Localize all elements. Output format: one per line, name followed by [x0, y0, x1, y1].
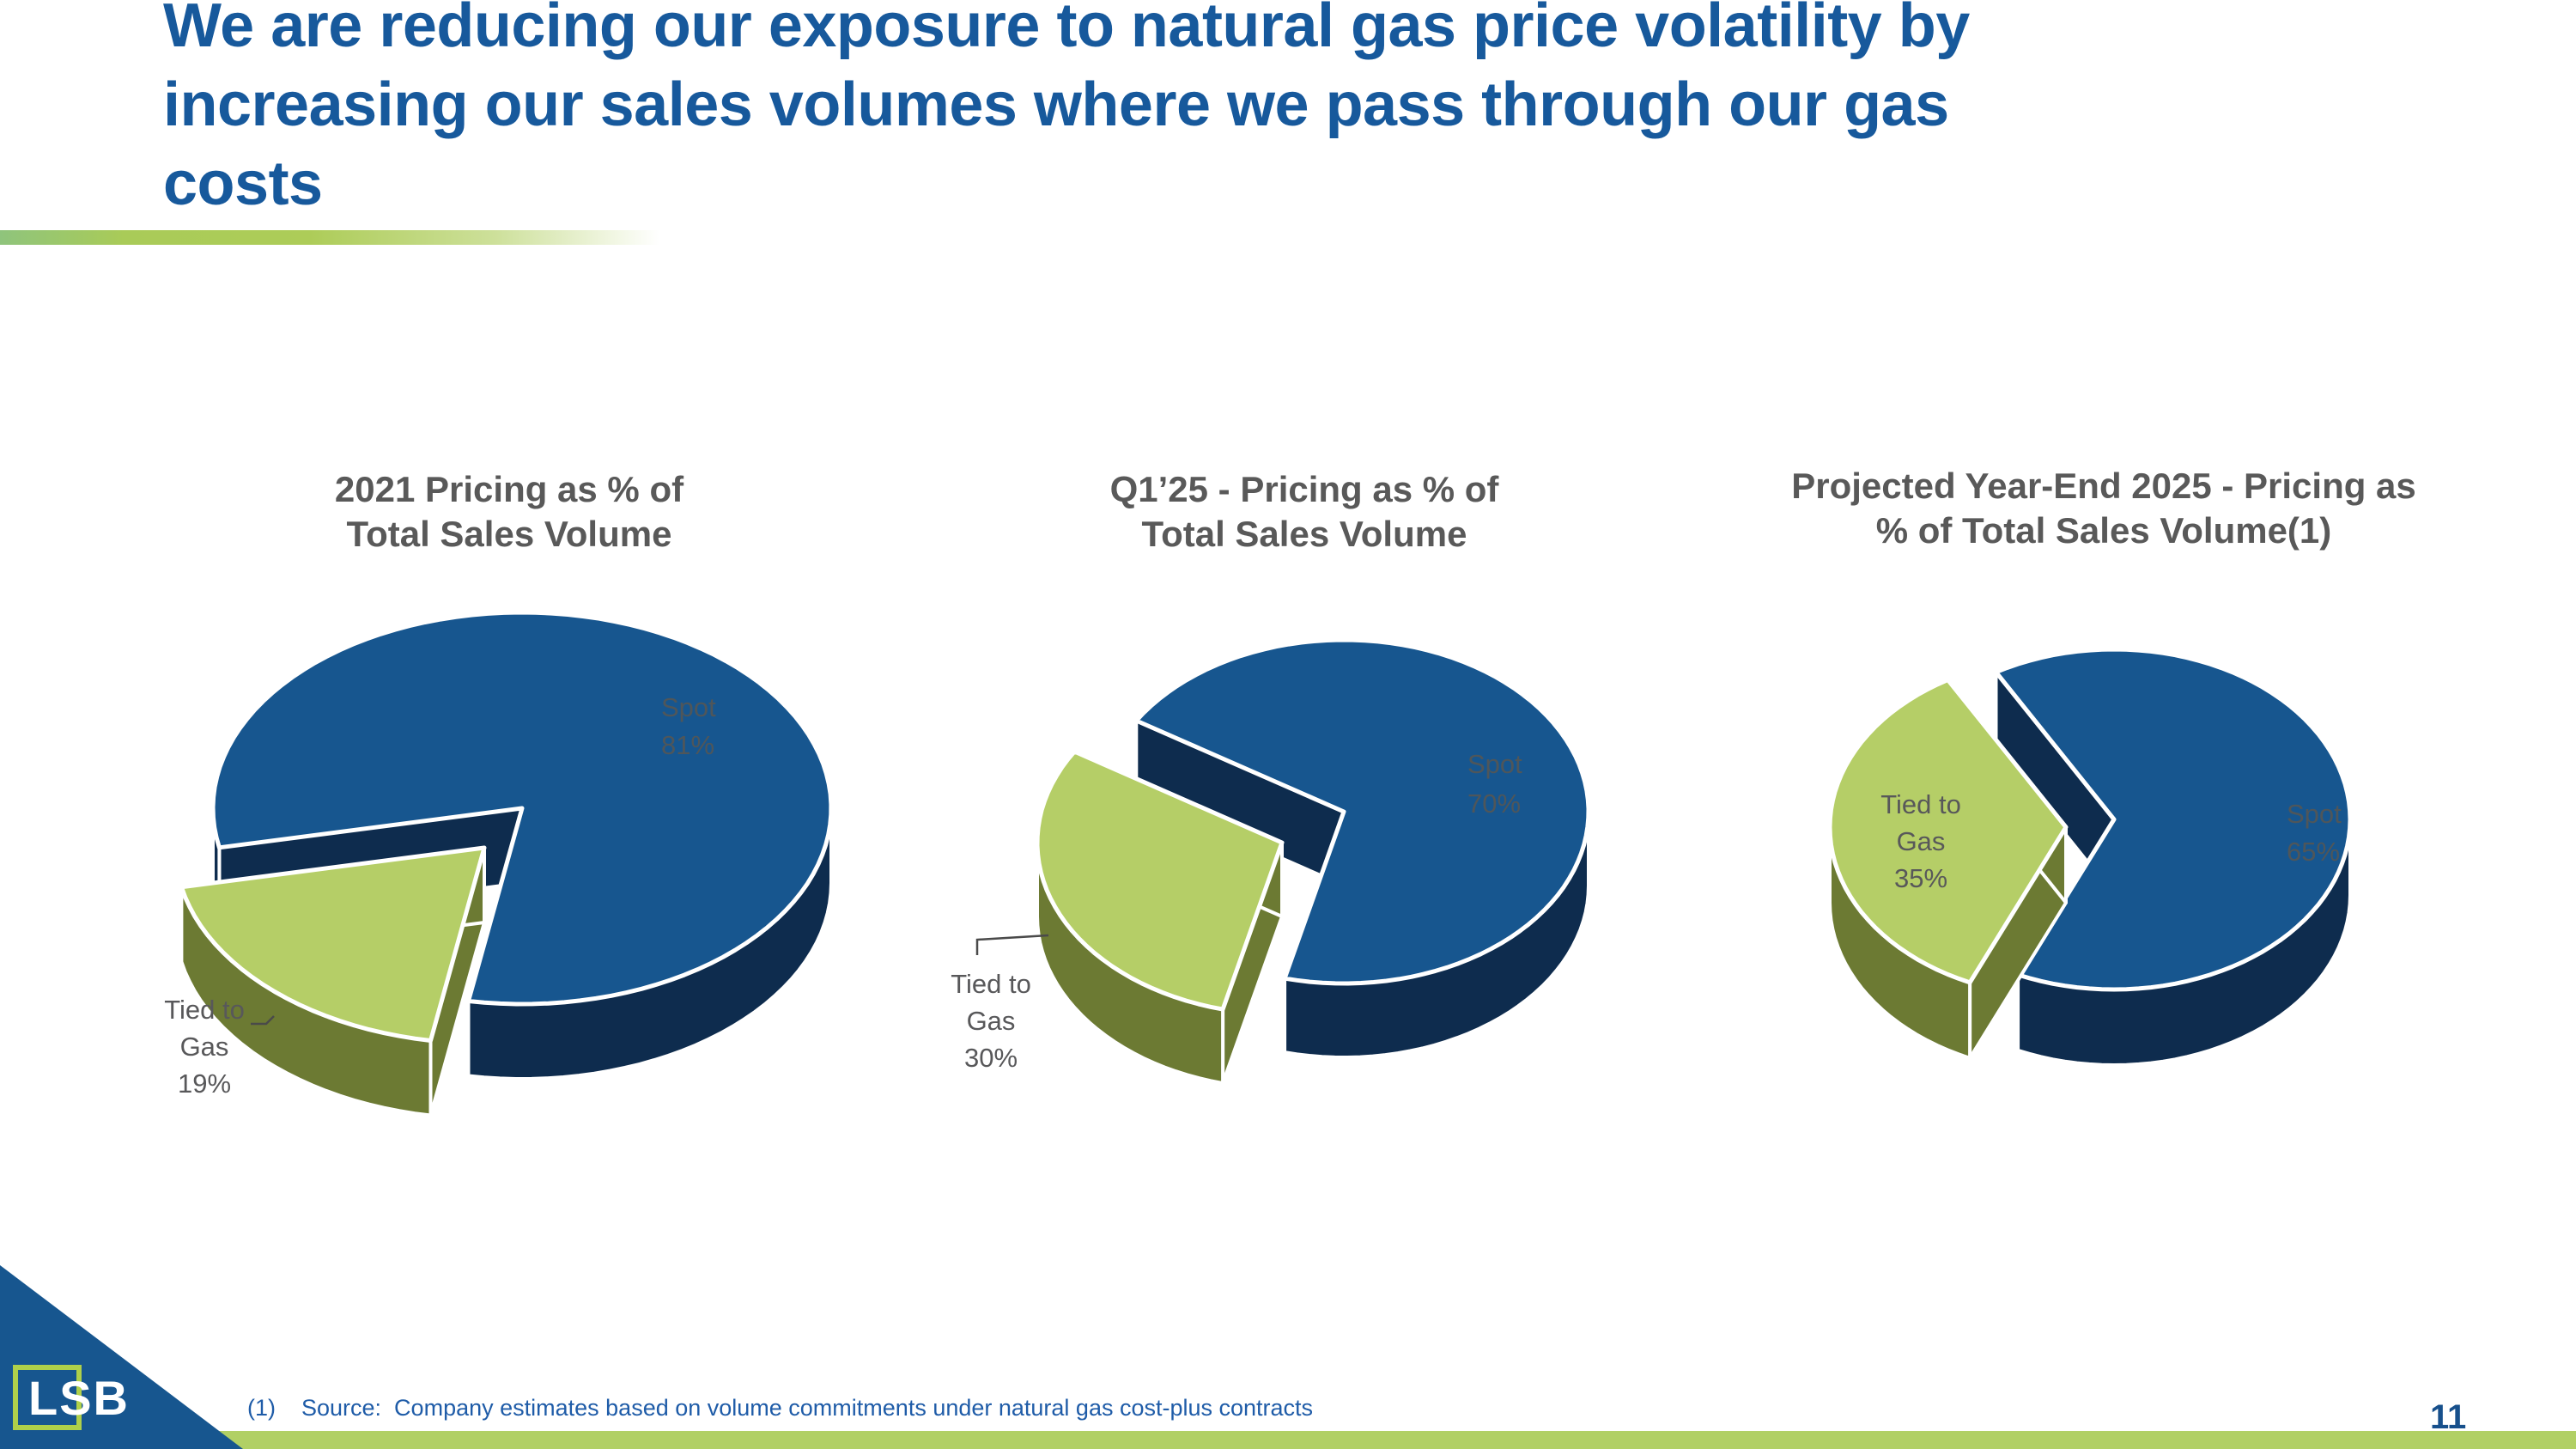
tied-to-gas-leader-line	[975, 934, 1049, 955]
tied-to-gas-slice-label: 35%	[1894, 863, 1947, 893]
logo-text: LSB	[28, 1371, 130, 1425]
footnote: (1) Source: Company estimates based on v…	[247, 1395, 1314, 1421]
tied-to-gas-slice-label: 30%	[964, 1043, 1018, 1073]
bottom-accent-bar	[0, 1431, 2576, 1449]
spot-slice-top	[210, 610, 834, 1007]
chart-title-year-end-2025: Projected Year-End 2025 - Pricing as % o…	[1791, 466, 2416, 551]
spot-slice-label: Spot	[2287, 799, 2342, 829]
spot-slice-top	[1133, 637, 1591, 986]
tied-to-gas-slice-label: 19%	[178, 1068, 231, 1099]
pie-chart-3: Spot 65% Tied to Gas 35%	[1827, 647, 2353, 1067]
tied-to-gas-slice-label: Gas	[967, 1006, 1016, 1036]
spot-slice-label: 70%	[1467, 788, 1521, 819]
tied-to-gas-leader-line	[251, 1015, 275, 1026]
spot-slice-label: 81%	[661, 730, 714, 760]
slide-title: We are reducing our exposure to natural …	[163, 0, 1970, 219]
tied-to-gas-slice-top	[179, 845, 487, 1043]
pie-chart-2: Spot 70% Tied to Gas 30%	[951, 637, 1591, 1086]
pie-chart-1: Spot 81% Tied to Gas 19%	[164, 610, 834, 1117]
title-accent-bar	[0, 230, 687, 245]
spot-slice-top	[1994, 647, 2353, 992]
chart-title-q1-25: Q1’25 - Pricing as % of Total Sales Volu…	[1109, 469, 1499, 555]
tied-to-gas-slice-label: Tied to	[1880, 789, 1961, 819]
spot-slice-label: 65%	[2287, 837, 2340, 867]
tied-to-gas-slice-label: Tied to	[951, 969, 1031, 999]
tied-to-gas-slice-label: Gas	[1897, 826, 1946, 856]
spot-slice-label: Spot	[661, 692, 716, 722]
page-number: 11	[2430, 1398, 2467, 1436]
logo-triangle	[0, 1265, 243, 1449]
tied-to-gas-slice-top	[1827, 678, 2069, 985]
spot-slice-label: Spot	[1467, 749, 1522, 779]
logo-green-square	[13, 1365, 82, 1430]
chart-title-2021: 2021 Pricing as % of Total Sales Volume	[334, 469, 684, 555]
lsb-logo: LSB	[0, 1265, 243, 1449]
tied-to-gas-slice-label: Tied to	[164, 995, 245, 1025]
tied-to-gas-slice-top	[1035, 749, 1285, 1012]
tied-to-gas-slice-label: Gas	[180, 1032, 229, 1062]
